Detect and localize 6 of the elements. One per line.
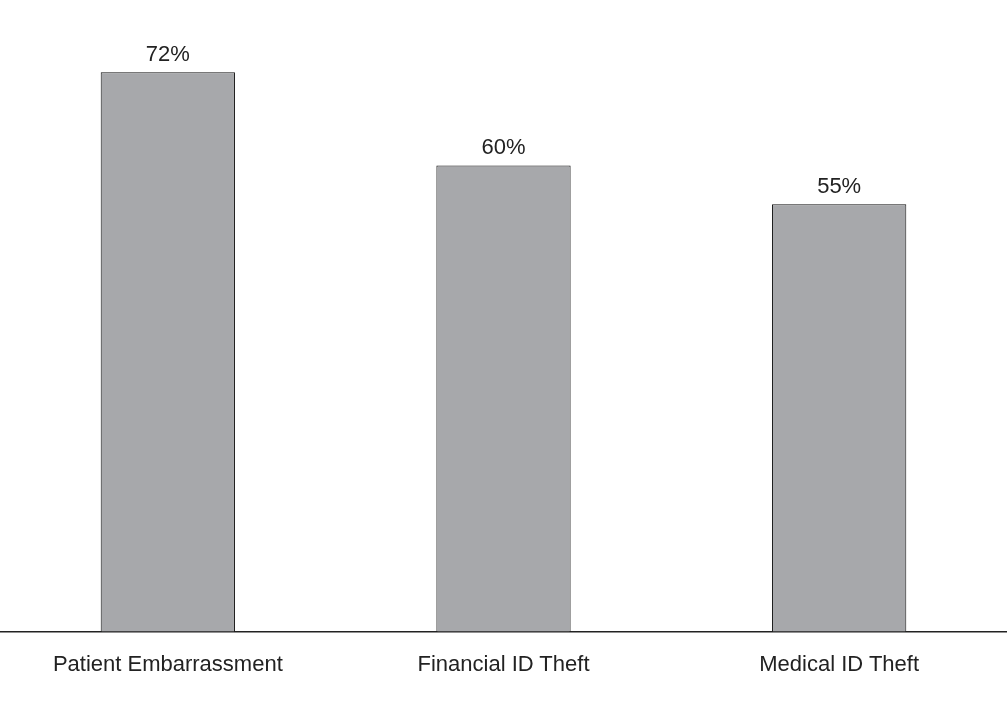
x-tick-label: Patient Embarrassment (52, 650, 283, 676)
x-tick-label: Medical ID Theft (759, 650, 920, 676)
data-label: 60% (481, 134, 526, 160)
data-label: 55% (817, 173, 862, 199)
data-label: 72% (145, 41, 190, 67)
x-tick-label: Financial ID Theft (417, 650, 590, 676)
